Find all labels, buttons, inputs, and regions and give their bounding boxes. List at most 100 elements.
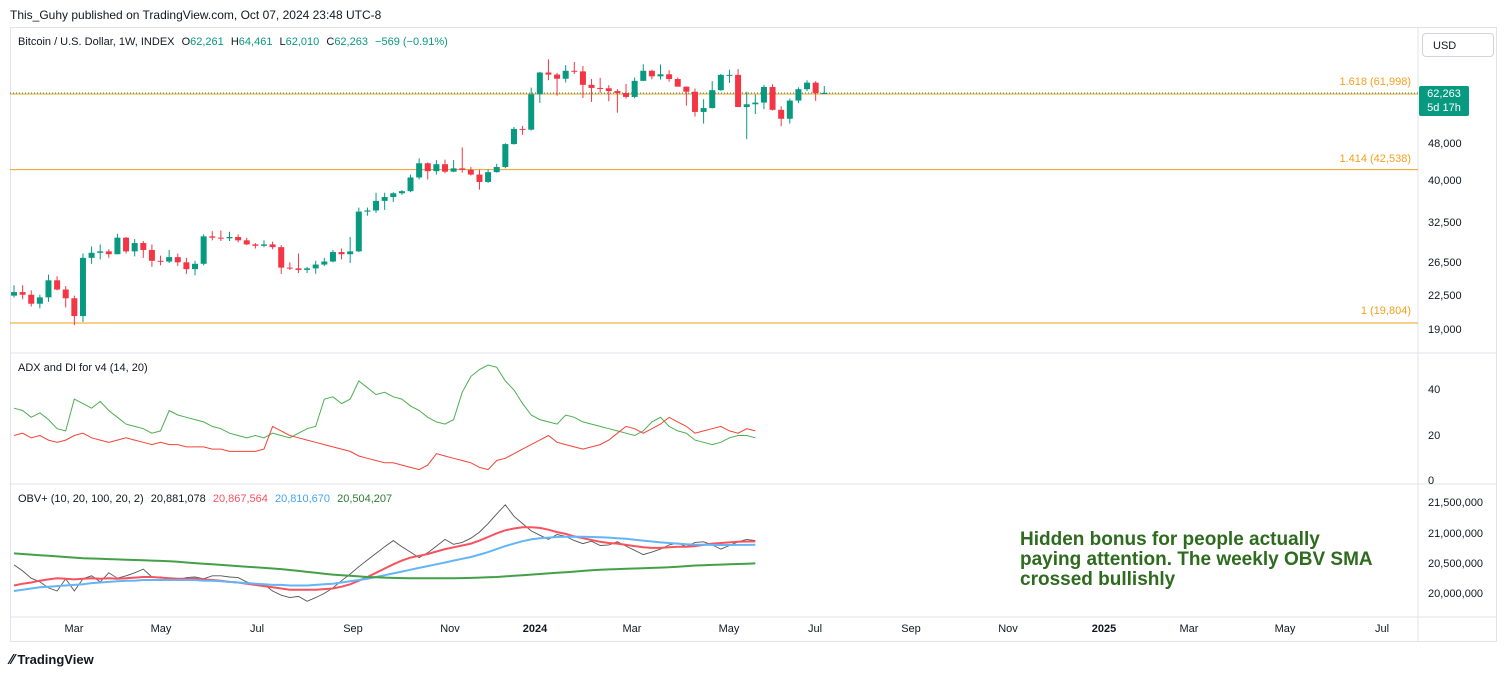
candle-body	[735, 74, 742, 108]
candle-body	[54, 280, 61, 290]
candle-body	[174, 257, 181, 263]
open-label: O	[181, 36, 191, 48]
obv-line	[13, 504, 756, 602]
tradingview-logo-icon: ⁄⁄	[10, 653, 15, 668]
candle-body	[312, 264, 319, 269]
candle-body	[88, 252, 95, 258]
candle-body	[631, 80, 638, 97]
candle-body	[605, 88, 612, 92]
fib-lines	[10, 93, 1418, 324]
obv-tick: 20,000,000	[1428, 588, 1484, 600]
candle-body	[476, 174, 483, 182]
time-tick: Sep	[343, 623, 363, 635]
candle-body	[536, 72, 543, 95]
currency-button[interactable]: USD	[1422, 33, 1494, 57]
obv-tick: 20,500,000	[1428, 558, 1484, 570]
candle-body	[209, 236, 216, 238]
candle-body	[407, 177, 414, 192]
candle-body	[510, 128, 517, 145]
obv-sma-mid-line	[13, 535, 756, 592]
candle-body	[373, 200, 380, 211]
candle-body	[709, 90, 716, 109]
time-tick: May	[718, 623, 740, 635]
time-tick: Mar	[64, 623, 84, 635]
candle-body	[795, 89, 802, 101]
candle-body	[321, 261, 328, 265]
time-tick: Jul	[807, 623, 823, 635]
candle-body	[347, 251, 354, 255]
candle-body	[562, 70, 569, 79]
time-tick: Mar	[1179, 623, 1199, 635]
candle-body	[579, 71, 586, 85]
candle-body	[243, 240, 250, 245]
candle-body	[114, 237, 121, 255]
adx-tick: 20	[1428, 430, 1441, 442]
obv-lines	[13, 504, 756, 602]
candle-body	[717, 74, 724, 91]
candle-body	[192, 263, 199, 270]
time-tick: Nov	[440, 623, 460, 635]
obv-legend-name: OBV+ (10, 20, 100, 20, 2)	[18, 493, 144, 505]
candle-body	[11, 292, 17, 296]
candle-body	[286, 267, 293, 269]
candle-body	[105, 251, 112, 255]
time-tick: Nov	[998, 623, 1018, 635]
adx-lines	[13, 364, 756, 471]
candle-body	[804, 82, 811, 90]
price-tick: 48,000	[1428, 138, 1462, 150]
adx-line	[13, 364, 756, 446]
symbol-title: Bitcoin / U.S. Dollar, 1W, INDEX	[18, 36, 175, 48]
candle-body	[752, 102, 759, 105]
candle-body	[528, 94, 535, 130]
candle-body	[554, 74, 561, 79]
candle-body	[519, 128, 526, 130]
fib-label-1: 1 (19,804)	[1360, 305, 1411, 317]
price-tick: 32,500	[1428, 217, 1462, 229]
chart-frame	[10, 27, 1497, 642]
candle-body	[166, 257, 173, 262]
change-value: −569 (−0.91%)	[375, 36, 448, 48]
adx-legend: ADX and DI for v4 (14, 20)	[18, 362, 148, 374]
candle-body	[700, 108, 707, 112]
time-tick: 2025	[1091, 623, 1117, 635]
adx-tick: 0	[1428, 475, 1435, 487]
candle-body	[691, 91, 698, 112]
candle-body	[269, 244, 276, 248]
candle-body	[278, 247, 285, 268]
candle-body	[786, 100, 793, 119]
candles	[11, 59, 828, 326]
price-tick: 26,500	[1428, 257, 1462, 269]
candle-body	[623, 93, 630, 97]
candle-body	[36, 297, 43, 304]
candle-body	[597, 87, 604, 89]
price-tick: 19,000	[1428, 324, 1462, 336]
candle-body	[760, 86, 767, 103]
bar-countdown: 5d 17h	[1427, 102, 1461, 114]
last-price-value: 62,263	[1427, 88, 1461, 100]
candle-body	[502, 144, 509, 167]
candle-body	[666, 74, 673, 80]
time-tick: Jul	[249, 623, 265, 635]
pane-separators	[10, 27, 1497, 642]
candle-body	[252, 244, 259, 246]
candle-body	[19, 292, 26, 295]
candle-body	[485, 172, 492, 182]
obv-sma-fast-line	[13, 526, 756, 591]
candle-body	[200, 236, 207, 264]
candle-body	[157, 260, 164, 262]
candle-body	[459, 168, 466, 170]
obv-tick: 21,500,000	[1428, 497, 1484, 509]
candle-body	[450, 168, 457, 172]
candle-body	[131, 243, 138, 252]
time-tick: May	[150, 623, 172, 635]
candle-body	[657, 74, 664, 77]
annotation-note: Hidden bonus for people actually paying …	[1020, 529, 1372, 590]
candle-body	[148, 249, 155, 261]
candle-body	[217, 237, 224, 239]
candle-body	[28, 294, 35, 304]
candle-body	[329, 252, 336, 262]
obv-value-3: 20,810,670	[274, 493, 331, 505]
candle-body	[433, 164, 440, 172]
fib-label-1618: 1.618 (61,998)	[1339, 76, 1411, 88]
